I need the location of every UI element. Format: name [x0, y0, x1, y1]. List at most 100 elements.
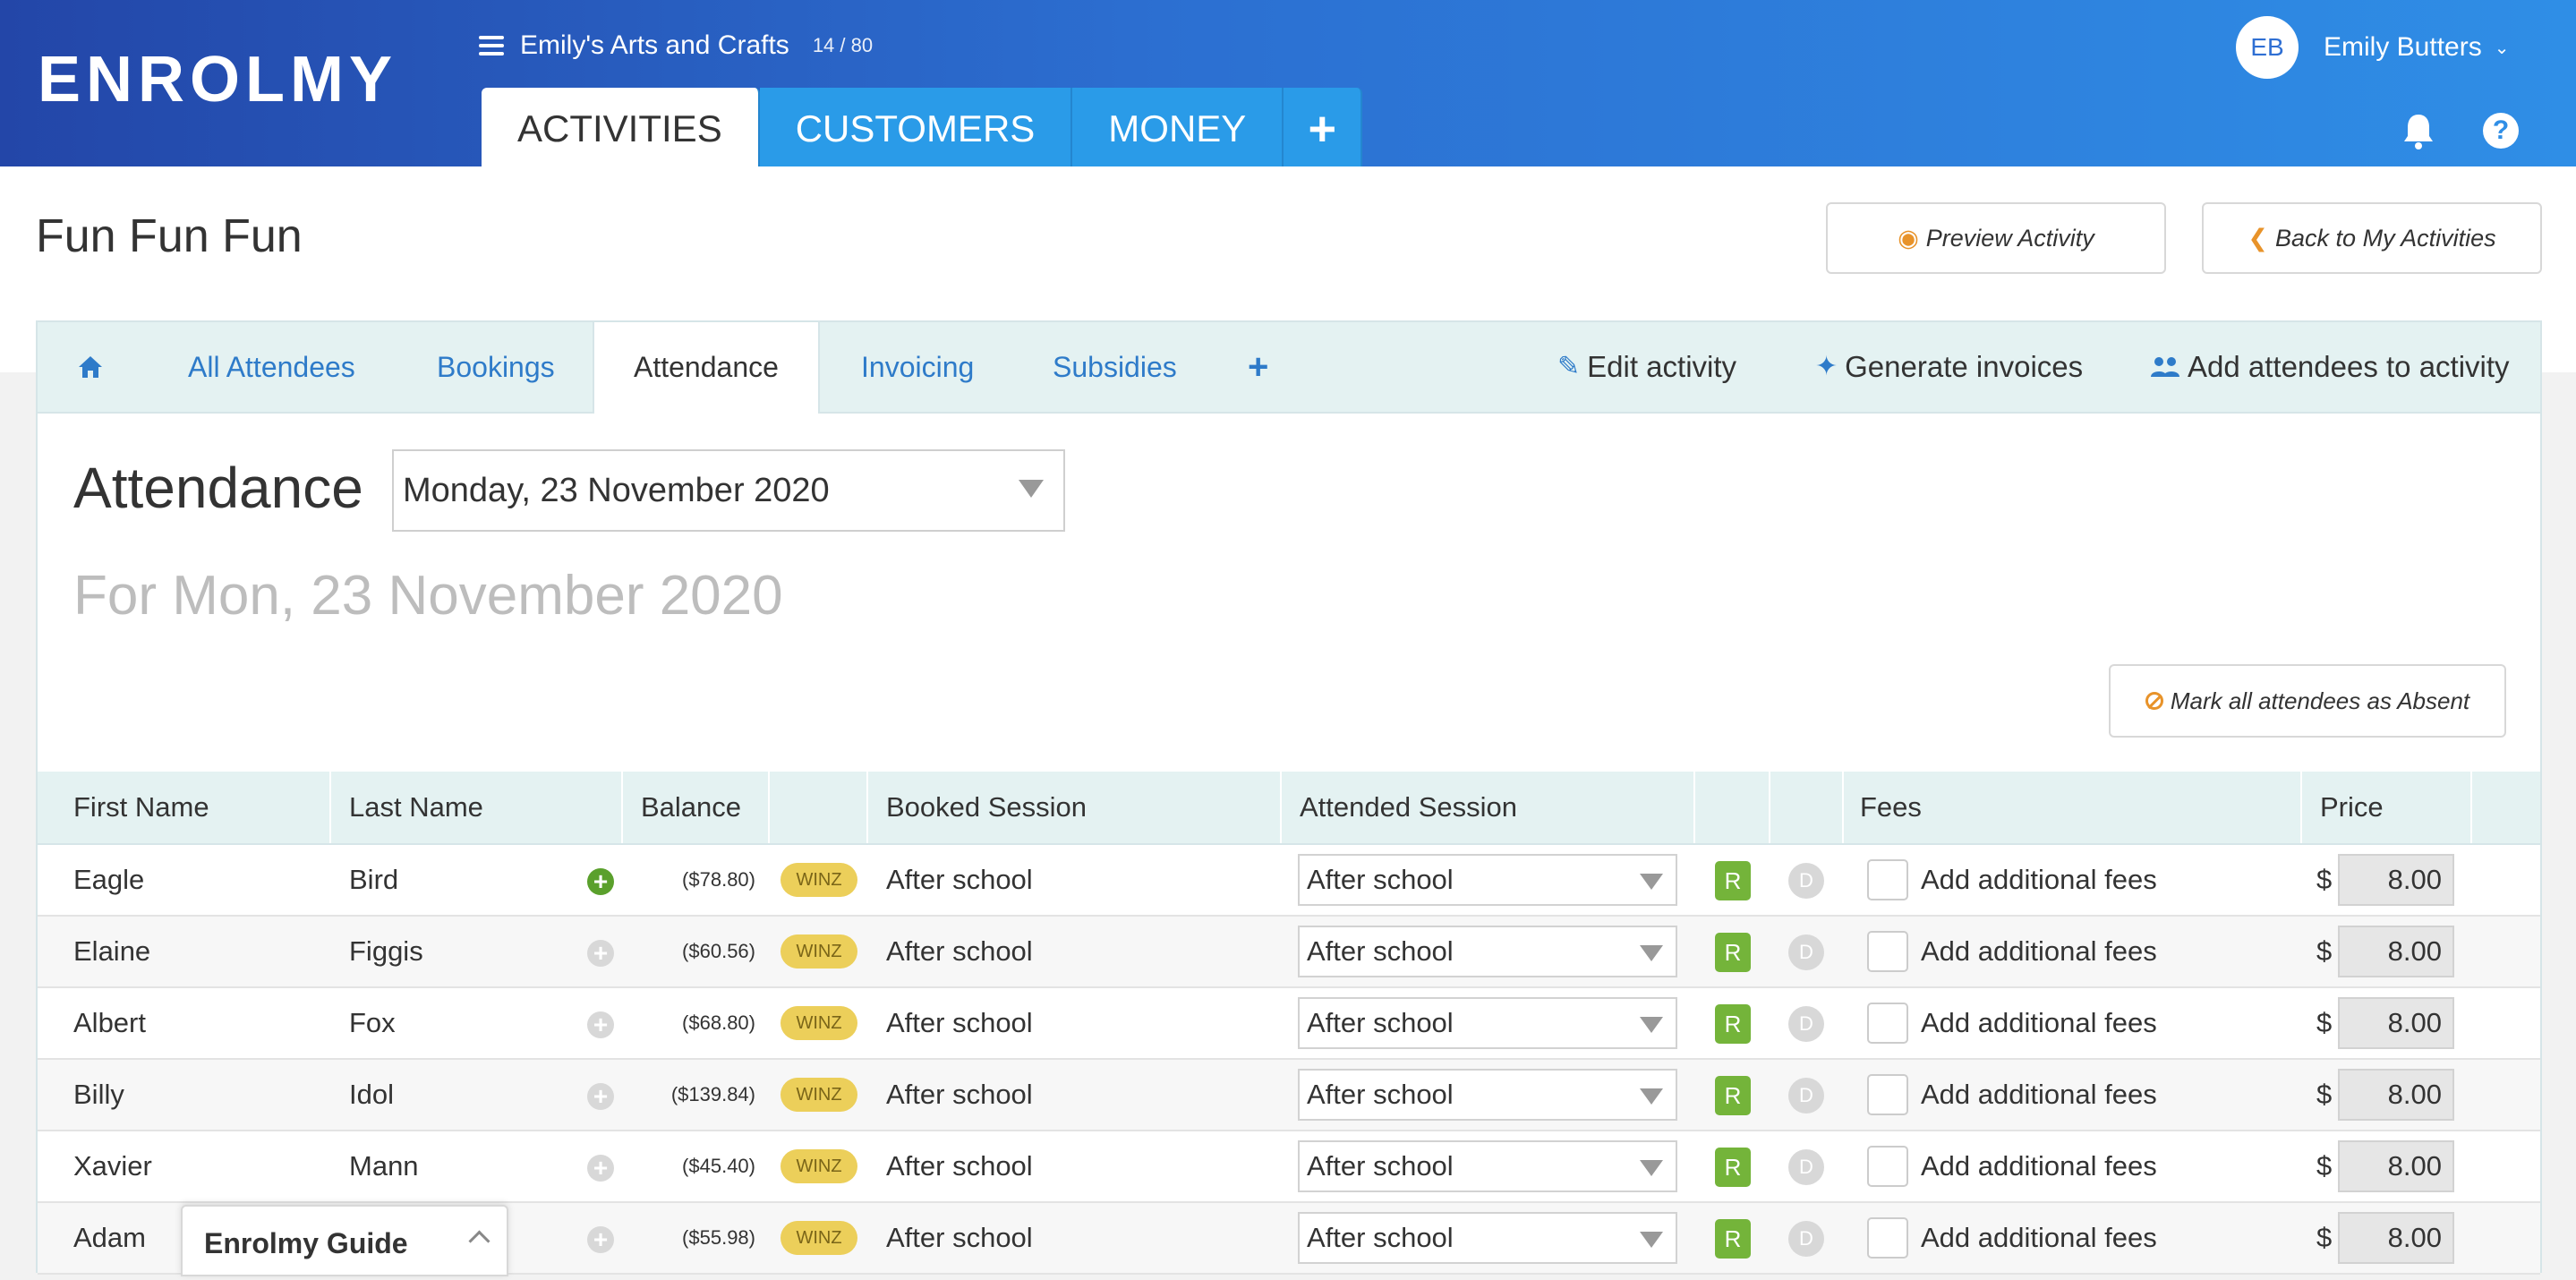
tab-money[interactable]: MONEY [1072, 88, 1284, 166]
org-switcher[interactable]: Emily's Arts and Crafts 14 / 80 [479, 30, 873, 61]
preview-activity-label: Preview Activity [1925, 224, 2094, 252]
price-input[interactable]: 8.00 [2338, 1212, 2454, 1264]
attended-session-select[interactable]: After school [1298, 1069, 1677, 1121]
col-fees[interactable]: Fees [1860, 791, 1922, 823]
declined-badge[interactable]: D [1788, 1078, 1824, 1114]
enrolmy-guide-widget[interactable]: Enrolmy Guide [181, 1205, 508, 1276]
attended-session-value: After school [1307, 1007, 1454, 1038]
edit-activity-label: Edit activity [1587, 350, 1737, 383]
add-plus-icon[interactable]: + [587, 1226, 614, 1253]
tab-bookings[interactable]: Bookings [437, 351, 555, 383]
last-name-cell: Mann [349, 1150, 419, 1182]
tab-all-attendees[interactable]: All Attendees [188, 351, 355, 383]
attended-session-select[interactable]: After school [1298, 997, 1677, 1049]
hamburger-icon[interactable] [479, 36, 504, 55]
registered-badge[interactable]: R [1715, 1004, 1751, 1044]
user-menu[interactable]: EB Emily Butters ⌄ [2236, 16, 2509, 79]
price-input[interactable]: 8.00 [2338, 926, 2454, 977]
declined-badge[interactable]: D [1788, 1149, 1824, 1185]
table-row: Xavier Mann + ($45.40) WINZ After school After… [38, 1131, 2540, 1203]
attended-session-select[interactable]: After school [1298, 1140, 1677, 1192]
attended-session-value: After school [1307, 1079, 1454, 1110]
attended-session-select[interactable]: After school [1298, 854, 1677, 906]
col-attended-session[interactable]: Attended Session [1300, 791, 1518, 823]
col-first-name[interactable]: First Name [73, 791, 209, 823]
chevron-down-icon: ⌄ [2494, 38, 2510, 58]
add-attendees-label: Add attendees to activity [2188, 350, 2510, 383]
back-to-activities-button[interactable]: ❮ Back to My Activities [2202, 202, 2542, 274]
price-input[interactable]: 8.00 [2338, 997, 2454, 1049]
price-input[interactable]: 8.00 [2338, 1140, 2454, 1192]
additional-fees-checkbox[interactable] [1867, 1146, 1908, 1187]
winz-badge: WINZ [780, 1078, 857, 1112]
for-date-subheading: For Mon, 23 November 2020 [73, 565, 783, 627]
attendance-heading: Attendance [73, 456, 363, 520]
date-select[interactable]: Monday, 23 November 2020 [392, 449, 1065, 532]
registered-badge[interactable]: R [1715, 1219, 1751, 1259]
add-attendees-button[interactable]: Add attendees to activity [2150, 322, 2510, 412]
generate-invoices-button[interactable]: ✦ Generate invoices [1815, 322, 2083, 412]
declined-badge[interactable]: D [1788, 1221, 1824, 1257]
tab-attendance[interactable]: Attendance [593, 322, 820, 414]
user-name: Emily Butters [2324, 32, 2482, 62]
add-plus-icon[interactable]: + [587, 868, 614, 895]
col-balance[interactable]: Balance [641, 791, 742, 823]
attended-session-value: After school [1307, 864, 1454, 895]
declined-badge[interactable]: D [1788, 934, 1824, 970]
attended-session-select[interactable]: After school [1298, 926, 1677, 977]
first-name-cell: Xavier [73, 1150, 152, 1182]
currency-symbol: $ [2316, 1079, 2333, 1110]
additional-fees-checkbox[interactable] [1867, 931, 1908, 972]
additional-fees-checkbox[interactable] [1867, 1217, 1908, 1259]
add-plus-icon[interactable]: + [587, 1155, 614, 1182]
declined-badge[interactable]: D [1788, 863, 1824, 899]
first-name-cell: Albert [73, 1007, 146, 1038]
add-tab-plus-icon[interactable]: + [1248, 347, 1269, 387]
additional-fees-checkbox[interactable] [1867, 1003, 1908, 1044]
chevron-left-icon: ❮ [2248, 224, 2269, 252]
registered-badge[interactable]: R [1715, 861, 1751, 900]
additional-fees-label: Add additional fees [1921, 1222, 2157, 1253]
add-plus-icon[interactable]: + [587, 1083, 614, 1110]
additional-fees-checkbox[interactable] [1867, 1074, 1908, 1115]
logo-text: ENROLMY [38, 44, 397, 115]
price-input[interactable]: 8.00 [2338, 854, 2454, 906]
booked-session-cell: After school [886, 1150, 1033, 1182]
guide-label: Enrolmy Guide [204, 1227, 408, 1259]
additional-fees-label: Add additional fees [1921, 864, 2157, 895]
tab-subsidies[interactable]: Subsidies [1053, 351, 1177, 383]
plus-icon[interactable]: + [1284, 88, 1363, 166]
users-icon [2151, 357, 2179, 377]
col-price[interactable]: Price [2320, 791, 2384, 823]
col-last-name[interactable]: Last Name [349, 791, 483, 823]
mark-all-absent-button[interactable]: Mark all attendees as Absent [2109, 664, 2506, 738]
first-name-cell: Adam [73, 1222, 146, 1253]
preview-activity-button[interactable]: ◉ Preview Activity [1826, 202, 2166, 274]
registered-badge[interactable]: R [1715, 1148, 1751, 1187]
balance-cell: ($139.84) [670, 1083, 755, 1105]
edit-activity-button[interactable]: ✎ Edit activity [1557, 322, 1736, 412]
registered-badge[interactable]: R [1715, 1076, 1751, 1115]
additional-fees-checkbox[interactable] [1867, 859, 1908, 900]
tab-activities[interactable]: ACTIVITIES [482, 88, 760, 166]
balance-cell: ($55.98) [682, 1226, 755, 1249]
price-input[interactable]: 8.00 [2338, 1069, 2454, 1121]
currency-symbol: $ [2316, 1222, 2333, 1253]
attendance-table-header: First Name Last Name Balance Booked Sess… [38, 772, 2540, 845]
attended-session-select[interactable]: After school [1298, 1212, 1677, 1264]
bell-icon[interactable] [2401, 111, 2436, 150]
activity-panel: All Attendees Bookings Attendance Invoic… [36, 320, 2542, 1275]
col-booked-session[interactable]: Booked Session [886, 791, 1088, 823]
winz-badge: WINZ [780, 1221, 857, 1255]
enrolmy-logo[interactable]: ENROLMY [38, 44, 397, 115]
add-plus-icon[interactable]: + [587, 1011, 614, 1038]
declined-badge[interactable]: D [1788, 1006, 1824, 1042]
help-icon[interactable]: ? [2483, 113, 2519, 149]
tab-customers[interactable]: CUSTOMERS [759, 88, 1073, 166]
currency-symbol: $ [2316, 935, 2333, 967]
attended-session-value: After school [1307, 1150, 1454, 1182]
add-plus-icon[interactable]: + [587, 940, 614, 967]
home-icon[interactable] [77, 354, 104, 380]
tab-invoicing[interactable]: Invoicing [861, 351, 975, 383]
registered-badge[interactable]: R [1715, 933, 1751, 972]
